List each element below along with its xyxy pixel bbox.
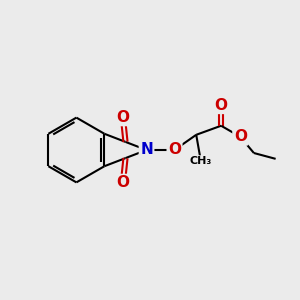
- Text: O: O: [234, 129, 247, 144]
- Text: O: O: [116, 110, 129, 125]
- Text: O: O: [214, 98, 228, 112]
- Text: N: N: [140, 142, 153, 158]
- Text: O: O: [168, 142, 181, 158]
- Text: CH₃: CH₃: [189, 156, 211, 167]
- Text: O: O: [116, 175, 129, 190]
